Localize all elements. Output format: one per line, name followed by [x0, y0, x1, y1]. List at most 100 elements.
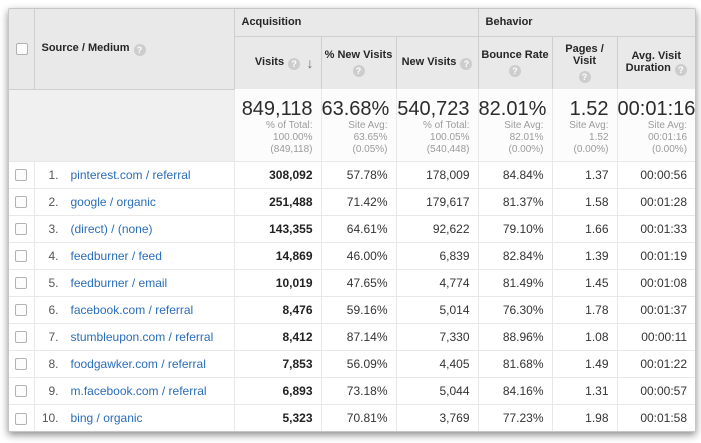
- source-medium-link[interactable]: facebook.com / referral: [70, 302, 194, 317]
- source-medium-link[interactable]: m.facebook.com / referral: [70, 383, 207, 398]
- table-row: 6. facebook.com / referral 8,476 59.16% 5…: [9, 295, 695, 323]
- pages-visit-value: 1.39: [552, 241, 618, 269]
- row-checkbox-cell: [9, 349, 35, 377]
- new-visits-value: 4,774: [396, 268, 479, 296]
- table-row: 10. bing / organic 5,323 70.81% 3,769 77.…: [9, 403, 695, 431]
- row-checkbox[interactable]: [15, 412, 28, 425]
- group-header-acquisition: Acquisition: [234, 9, 479, 37]
- summary-visits: 849,118 % of Total: 100.00% (849,118): [234, 89, 322, 161]
- row-checkbox[interactable]: [15, 196, 28, 209]
- table-row: 2. google / organic 251,488 71.42% 179,61…: [9, 187, 695, 215]
- source-medium-link[interactable]: bing / organic: [70, 410, 143, 425]
- row-rank: 5.: [48, 275, 59, 290]
- summary-row: 849,118 % of Total: 100.00% (849,118) 63…: [9, 89, 695, 161]
- new-visits-value: 178,009: [396, 160, 479, 188]
- source-medium-link[interactable]: foodgawker.com / referral: [70, 356, 206, 371]
- summary-pages-visit: 1.52 Site Avg: 1.52 (0.00%): [552, 89, 618, 161]
- bounce-rate-value: 81.49%: [478, 268, 553, 296]
- row-checkbox-cell: [9, 214, 35, 242]
- avg-visit-duration-value: 00:01:19: [617, 241, 695, 269]
- table-row: 9. m.facebook.com / referral 6,893 73.18%…: [9, 376, 695, 404]
- row-rank: 3.: [48, 221, 59, 236]
- source-medium-link[interactable]: google / organic: [70, 194, 156, 209]
- new-visits-value: 6,839: [396, 241, 479, 269]
- visits-value: 14,869: [234, 241, 322, 269]
- row-checkbox[interactable]: [15, 277, 28, 290]
- visits-value: 5,323: [234, 403, 322, 431]
- pages-visit-value: 1.78: [552, 295, 618, 323]
- source-medium-label: Source / Medium: [41, 41, 130, 54]
- pages-visit-value: 1.98: [552, 403, 618, 431]
- row-checkbox[interactable]: [15, 358, 28, 371]
- source-medium-link[interactable]: feedburner / email: [70, 275, 168, 290]
- visits-label: Visits: [254, 55, 285, 68]
- row-checkbox-cell: [9, 160, 35, 188]
- sort-descending-icon[interactable]: ↓: [306, 54, 314, 71]
- help-icon[interactable]: ?: [578, 70, 591, 83]
- row-checkbox-cell: [9, 403, 35, 431]
- avg-visit-duration-value: 00:00:57: [617, 376, 695, 404]
- new-visits-value: 92,622: [396, 214, 479, 242]
- bounce-rate-value: 84.16%: [478, 376, 553, 404]
- bounce-rate-value: 79.10%: [478, 214, 553, 242]
- row-checkbox[interactable]: [15, 223, 28, 236]
- row-checkbox[interactable]: [15, 250, 28, 263]
- row-checkbox[interactable]: [15, 331, 28, 344]
- pages-visit-value: 1.49: [552, 349, 618, 377]
- summary-avg-visit-duration-value: 00:01:16: [617, 98, 696, 120]
- new-visits-pct-value: 87.14%: [321, 322, 397, 350]
- row-rank: 4.: [48, 248, 59, 263]
- source-cell: 3. (direct) / (none): [34, 214, 235, 242]
- source-medium-link[interactable]: feedburner / feed: [70, 248, 162, 263]
- new-visits-pct-value: 64.61%: [321, 214, 397, 242]
- source-medium-link[interactable]: pinterest.com / referral: [70, 167, 191, 182]
- help-icon[interactable]: ?: [133, 43, 146, 56]
- bounce-rate-value: 84.84%: [478, 160, 553, 188]
- new-visits-pct-label: % New Visits: [324, 48, 393, 61]
- row-rank: 10.: [41, 410, 59, 425]
- row-checkbox-cell: [9, 187, 35, 215]
- row-checkbox[interactable]: [15, 304, 28, 317]
- new-visits-pct-value: 70.81%: [321, 403, 397, 431]
- summary-dimension-cell: [9, 89, 235, 161]
- column-header-row: Visits? ↓ % New Visits? New Visits? Boun…: [9, 36, 695, 89]
- summary-pages-visit-value: 1.52: [569, 98, 609, 120]
- new-visits-value: 3,769: [396, 403, 479, 431]
- help-icon[interactable]: ?: [288, 57, 301, 70]
- row-checkbox[interactable]: [15, 385, 28, 398]
- help-icon[interactable]: ?: [509, 64, 522, 77]
- table-row: 4. feedburner / feed 14,869 46.00% 6,839 …: [9, 241, 695, 269]
- row-rank: 6.: [48, 302, 59, 317]
- bounce-rate-value: 76.30%: [478, 295, 553, 323]
- column-header-visits[interactable]: Visits? ↓: [234, 36, 322, 89]
- source-medium-link[interactable]: (direct) / (none): [70, 221, 153, 236]
- avg-visit-duration-label: Avg. Visit Duration: [625, 49, 682, 74]
- table-row: 5. feedburner / email 10,019 47.65% 4,774…: [9, 268, 695, 296]
- new-visits-value: 5,044: [396, 376, 479, 404]
- column-header-new-visits[interactable]: New Visits?: [396, 36, 479, 89]
- new-visits-value: 179,617: [396, 187, 479, 215]
- help-icon[interactable]: ?: [352, 64, 365, 77]
- help-icon[interactable]: ?: [674, 63, 687, 76]
- column-header-source-medium[interactable]: Source / Medium?: [34, 9, 235, 90]
- new-visits-pct-value: 59.16%: [321, 295, 397, 323]
- help-icon[interactable]: ?: [460, 57, 473, 70]
- row-checkbox-cell: [9, 376, 35, 404]
- source-cell: 4. feedburner / feed: [34, 241, 235, 269]
- source-medium-link[interactable]: stumbleupon.com / referral: [70, 329, 214, 344]
- new-visits-pct-value: 57.78%: [321, 160, 397, 188]
- column-header-new-visits-pct[interactable]: % New Visits?: [321, 36, 397, 89]
- bounce-rate-label: Bounce Rate: [481, 48, 549, 61]
- row-checkbox-cell: [9, 322, 35, 350]
- pages-visit-value: 1.37: [552, 160, 618, 188]
- row-checkbox[interactable]: [15, 169, 28, 182]
- metric-group-header-row: Source / Medium? Acquisition Behavior: [9, 9, 695, 90]
- column-header-bounce-rate[interactable]: Bounce Rate?: [478, 36, 553, 89]
- new-visits-label: New Visits: [401, 55, 457, 68]
- select-all-checkbox[interactable]: [16, 42, 28, 55]
- column-header-pages-visit[interactable]: Pages / Visit?: [552, 36, 618, 89]
- summary-bounce-rate-value: 82.01%: [478, 98, 547, 120]
- new-visits-pct-value: 71.42%: [321, 187, 397, 215]
- analytics-data-table: Source / Medium? Acquisition Behavior Vi…: [8, 8, 696, 432]
- column-header-avg-visit-duration[interactable]: Avg. Visit Duration?: [617, 36, 695, 89]
